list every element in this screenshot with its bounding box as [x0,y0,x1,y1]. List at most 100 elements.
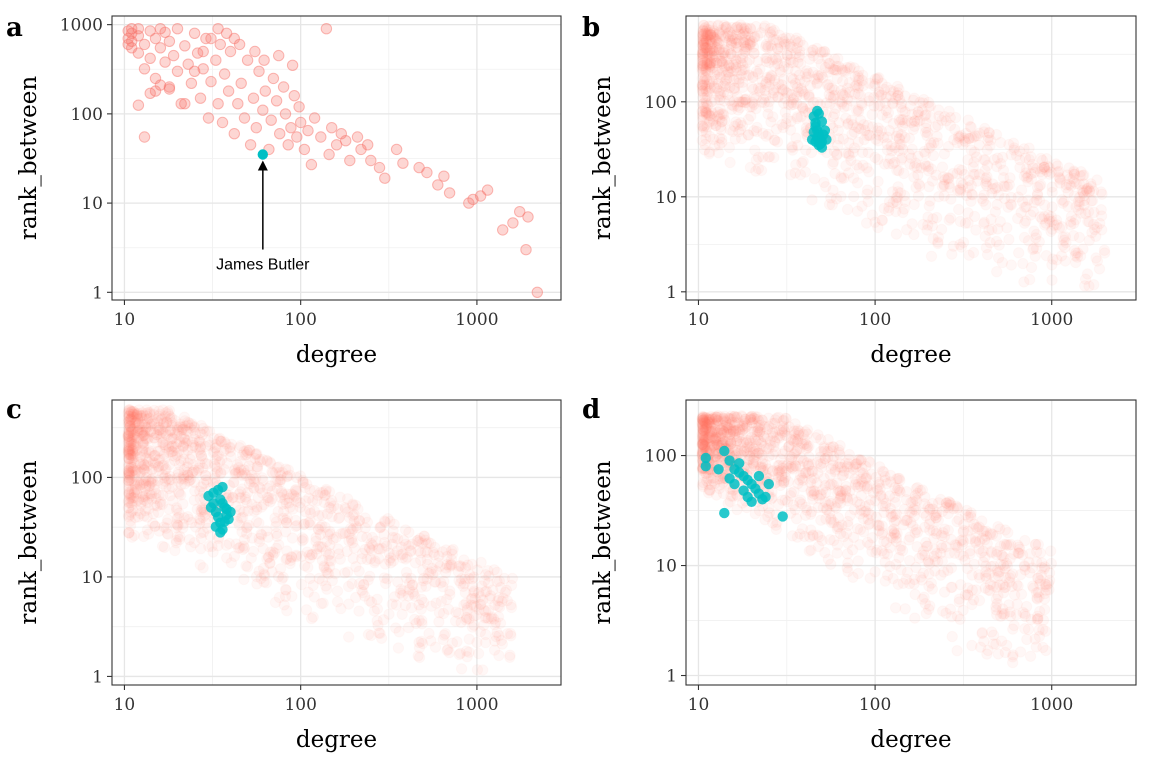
data-point [1038,163,1051,176]
data-point [699,106,712,118]
data-point [1035,179,1047,191]
data-point [1077,243,1089,255]
data-point [124,462,136,475]
data-point [886,186,899,198]
data-point [745,110,757,122]
data-point [763,56,775,69]
data-point [770,81,782,93]
data-point [764,72,776,84]
data-point [504,649,516,661]
data-point [704,58,716,71]
data-point [710,50,722,62]
data-point [701,59,713,71]
data-point [720,36,732,48]
data-point [871,482,883,494]
x-tick-label: 100 [284,310,316,330]
data-point [127,406,140,418]
data-point [767,84,780,96]
data-point [722,30,734,42]
data-point [741,27,754,40]
data-point [438,629,450,641]
data-point [801,71,813,83]
data-point [928,550,940,562]
data-point [461,651,473,663]
data-point [316,554,329,567]
data-point [917,97,929,109]
data-point [355,143,367,156]
panel-label: a [6,13,23,43]
data-point [825,62,837,75]
data-point [917,567,930,579]
data-point [791,90,803,102]
data-point [983,126,995,139]
data-point [731,24,744,36]
y-tick-label: 100 [71,468,103,488]
data-point [861,188,873,200]
data-point [705,110,717,122]
data-point [169,544,181,557]
data-point [194,440,207,453]
data-point [889,142,901,154]
data-point [1045,545,1057,557]
data-point [854,114,867,127]
data-point [837,75,849,88]
data-point [925,163,938,175]
data-point [316,541,328,553]
data-point [700,109,713,121]
data-point [234,455,247,468]
data-point [841,93,854,105]
data-point [1054,177,1066,189]
data-point [835,62,848,75]
data-point [280,514,292,526]
data-point [339,567,351,579]
data-point [756,75,769,87]
data-point [932,104,945,116]
data-point [1079,273,1092,285]
data-point [1024,273,1036,286]
data-point [714,90,727,103]
data-point [716,55,729,68]
data-point [730,54,742,66]
data-point [778,60,790,73]
data-point [703,484,715,496]
data-point [188,433,201,445]
data-point [182,511,194,523]
data-point [699,42,711,54]
data-point [800,144,812,156]
data-point [379,172,391,184]
data-point [971,175,984,187]
data-point [793,51,805,63]
data-point [777,415,789,427]
data-point [829,64,841,76]
data-point [171,23,184,35]
data-point [173,459,186,471]
data-point [962,114,974,126]
data-point [942,173,955,185]
data-point [963,249,975,261]
data-point [871,125,884,137]
data-point [347,499,359,512]
data-point [828,84,840,96]
data-point [949,539,961,551]
data-point [321,535,333,547]
data-point [952,184,964,197]
data-point [709,68,721,81]
data-point [183,534,196,546]
data-point [954,238,966,251]
data-point [829,89,841,101]
data-point [1082,206,1095,218]
data-point [863,95,875,107]
data-point [737,64,749,76]
data-point [881,131,894,143]
data-point [955,177,967,189]
data-point [811,77,823,89]
data-point [1008,144,1020,156]
data-point [1096,188,1108,200]
data-point [443,187,456,199]
data-point [165,412,178,424]
data-point [722,65,734,78]
data-point [704,56,717,69]
data-point [1013,145,1026,158]
data-point [134,423,146,436]
data-point [131,408,143,420]
